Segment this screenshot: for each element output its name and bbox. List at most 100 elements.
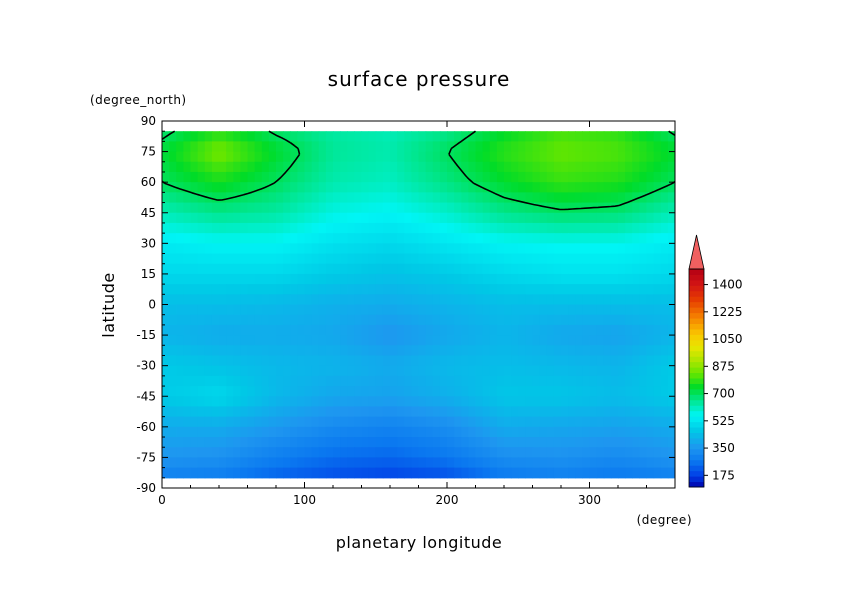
heatmap-cell bbox=[553, 345, 562, 357]
heatmap-cell bbox=[411, 192, 420, 204]
heatmap-cell bbox=[454, 284, 462, 295]
heatmap-cell bbox=[268, 314, 277, 326]
heatmap-cell bbox=[190, 304, 199, 316]
heatmap-cell bbox=[276, 202, 284, 214]
heatmap-cell bbox=[511, 284, 519, 295]
heatmap-cell bbox=[268, 151, 277, 163]
heatmap-cell bbox=[561, 426, 569, 438]
heatmap-cell bbox=[297, 396, 306, 408]
heatmap-cell bbox=[354, 243, 363, 255]
heatmap-cell bbox=[482, 212, 491, 224]
heatmap-cell bbox=[610, 457, 619, 469]
heatmap-cell bbox=[553, 294, 562, 306]
heatmap-cell bbox=[482, 467, 491, 479]
heatmap-cell bbox=[311, 324, 320, 336]
heatmap-cell bbox=[183, 426, 192, 438]
heatmap-cell bbox=[283, 324, 291, 336]
colorbar-swatch bbox=[689, 290, 704, 297]
heatmap-cell bbox=[254, 467, 263, 479]
heatmap-cell bbox=[240, 437, 249, 448]
heatmap-cell bbox=[425, 131, 434, 142]
heatmap-cell bbox=[183, 151, 192, 163]
heatmap-cell bbox=[553, 192, 562, 204]
heatmap-cell bbox=[482, 416, 491, 428]
heatmap-cell bbox=[568, 263, 576, 275]
heatmap-cell bbox=[211, 243, 220, 255]
heatmap-cell bbox=[632, 304, 640, 316]
heatmap-cell bbox=[325, 386, 334, 397]
heatmap-cell bbox=[660, 345, 669, 357]
heatmap-cell bbox=[432, 253, 441, 265]
heatmap-cell bbox=[546, 253, 555, 265]
heatmap-cell bbox=[454, 386, 462, 397]
colorbar-swatch bbox=[689, 465, 704, 472]
heatmap-cell bbox=[318, 396, 327, 408]
heatmap-cell bbox=[190, 406, 199, 418]
heatmap-cell bbox=[454, 263, 462, 275]
heatmap-cell bbox=[447, 233, 455, 244]
heatmap-cell bbox=[176, 345, 184, 357]
heatmap-cell bbox=[589, 355, 598, 367]
heatmap-cell bbox=[226, 457, 234, 469]
heatmap-cell bbox=[432, 314, 441, 326]
heatmap-cell bbox=[625, 447, 633, 459]
heatmap-cell bbox=[582, 426, 591, 438]
heatmap-cell bbox=[162, 467, 170, 479]
heatmap-cell bbox=[354, 171, 363, 183]
heatmap-cell bbox=[411, 437, 420, 448]
colorbar-swatch bbox=[689, 454, 704, 461]
heatmap-cell bbox=[183, 304, 192, 316]
heatmap-cell bbox=[261, 406, 270, 418]
heatmap-cell bbox=[454, 375, 462, 387]
heatmap-cell bbox=[190, 171, 199, 183]
heatmap-cell bbox=[447, 222, 455, 234]
heatmap-cell bbox=[268, 182, 277, 193]
heatmap-cell bbox=[618, 161, 626, 173]
heatmap-cell bbox=[546, 355, 555, 367]
heatmap-cell bbox=[468, 253, 477, 265]
heatmap-cell bbox=[183, 314, 192, 326]
heatmap-cell bbox=[610, 426, 619, 438]
heatmap-cell bbox=[190, 284, 199, 295]
heatmap-cell bbox=[447, 304, 455, 316]
heatmap-cell bbox=[411, 294, 420, 306]
colorbar-swatch bbox=[689, 296, 704, 303]
heatmap-cell bbox=[211, 212, 220, 224]
heatmap-cell bbox=[468, 233, 477, 244]
heatmap-cell bbox=[646, 284, 655, 295]
heatmap-cell bbox=[454, 396, 462, 408]
heatmap-cell bbox=[340, 447, 348, 459]
heatmap-cell bbox=[325, 335, 334, 346]
heatmap-cell bbox=[162, 345, 170, 357]
x-tick-label: 200 bbox=[436, 493, 459, 507]
heatmap-cell bbox=[582, 437, 591, 448]
heatmap-cell bbox=[461, 304, 469, 316]
heatmap-cell bbox=[596, 284, 605, 295]
heatmap-cell bbox=[553, 447, 562, 459]
heatmap-cell bbox=[454, 151, 462, 163]
heatmap-cell bbox=[368, 304, 377, 316]
heatmap-cell bbox=[183, 416, 192, 428]
heatmap-cell bbox=[240, 365, 249, 377]
heatmap-cell bbox=[240, 467, 249, 479]
heatmap-cell bbox=[646, 192, 655, 204]
heatmap-cell bbox=[297, 171, 306, 183]
heatmap-cell bbox=[432, 131, 441, 142]
heatmap-cell bbox=[653, 324, 662, 336]
heatmap-cell bbox=[183, 467, 192, 479]
heatmap-cell bbox=[226, 212, 234, 224]
heatmap-cell bbox=[646, 131, 655, 142]
heatmap-cell bbox=[311, 202, 320, 214]
heatmap-cell bbox=[667, 212, 675, 224]
heatmap-cell bbox=[518, 263, 526, 275]
heatmap-cell bbox=[233, 202, 241, 214]
heatmap-cell bbox=[589, 406, 598, 418]
heatmap-cell bbox=[568, 467, 576, 479]
heatmap-cell bbox=[268, 406, 277, 418]
heatmap-cell bbox=[532, 284, 541, 295]
heatmap-cell bbox=[539, 447, 548, 459]
heatmap-cell bbox=[546, 294, 555, 306]
heatmap-cell bbox=[511, 243, 519, 255]
heatmap-cell bbox=[368, 467, 377, 479]
heatmap-cell bbox=[539, 426, 548, 438]
